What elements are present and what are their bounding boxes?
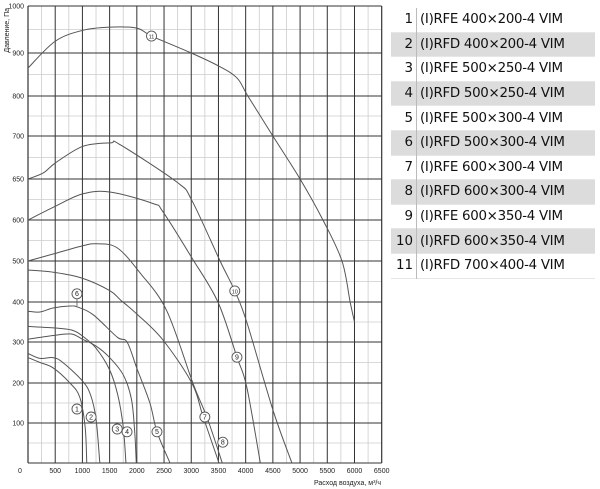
curve-marker-6: 6 [71, 288, 83, 306]
x-tick-label: 0 [18, 468, 22, 475]
svg-text:3: 3 [115, 426, 119, 433]
curve-marker-2: 2 [85, 411, 97, 423]
legend-row: 6 (I)RFD 500×300-4 VIM [391, 130, 595, 156]
x-tick-label: 500 [49, 468, 61, 475]
y-tick-label: 1000 [8, 4, 24, 11]
y-tick-label: 900 [12, 51, 24, 58]
x-tick-label: 2500 [156, 468, 172, 475]
svg-text:6: 6 [75, 291, 79, 298]
x-tick-label: 6000 [347, 468, 363, 475]
svg-text:7: 7 [203, 414, 207, 421]
y-tick-label: 500 [12, 259, 24, 266]
curve-2 [27, 353, 101, 464]
grid [27, 5, 383, 464]
svg-text:8: 8 [221, 440, 225, 447]
legend-row: 1 (I)RFE 400×200-4 VIM [391, 8, 595, 33]
legend-row: 10 (I)RFD 600×350-4 VIM [391, 228, 595, 254]
legend-model-name: (I)RFE 600×300-4 VIM [420, 159, 563, 175]
y-axis-label: Давление, Па [4, 8, 11, 53]
legend-number: 9 [391, 204, 417, 229]
curve-markers: 1 2 3 4 5 6 7 8 9 10 11 [71, 30, 243, 448]
legend-model-name: (I)RFD 400×200-4 VIM [420, 36, 565, 52]
legend-model-name: (I)RFD 700×400-4 VIM [420, 258, 565, 274]
legend-number: 10 [391, 228, 417, 254]
legend-table: 1 (I)RFE 400×200-4 VIM 2 (I)RFD 400×200-4 V… [391, 8, 595, 279]
x-tick-label: 2000 [129, 468, 145, 475]
x-tick-label: 4000 [238, 468, 254, 475]
x-tick-label: 6500 [374, 468, 390, 475]
legend-row: 9 (I)RFE 600×350-4 VIM [391, 204, 595, 229]
y-tick-label: 300 [12, 340, 24, 347]
legend-row: 2 (I)RFD 400×200-4 VIM [391, 32, 595, 57]
svg-text:5: 5 [155, 429, 159, 436]
y-tick-label: 800 [12, 94, 24, 101]
legend-row: 5 (I)RFE 500×300-4 VIM [391, 105, 595, 131]
curve-marker-4: 4 [121, 426, 133, 438]
curve-marker-1: 1 [71, 403, 83, 415]
legend-model-name: (I)RFD 600×350-4 VIM [420, 233, 565, 249]
legend-row: 3 (I)RFE 500×250-4 VIM [391, 56, 595, 82]
svg-text:1: 1 [75, 406, 79, 413]
legend-number: 4 [391, 81, 417, 106]
x-tick-label: 3500 [211, 468, 227, 475]
svg-text:2: 2 [89, 414, 93, 421]
curve-marker-10: 10 [229, 285, 241, 297]
legend-number: 3 [391, 56, 417, 82]
svg-text:4: 4 [125, 429, 129, 436]
x-tick-label: 5000 [292, 468, 308, 475]
curve-1 [27, 357, 88, 464]
curve-marker-9: 9 [231, 351, 243, 363]
legend-model-name: (I)RFE 400×200-4 VIM [420, 12, 563, 28]
curve-4 [27, 333, 137, 464]
legend-row: 4 (I)RFD 500×250-4 VIM [391, 81, 595, 106]
curve-marker-5: 5 [151, 426, 163, 438]
x-tick-label: 1500 [102, 468, 118, 475]
legend-model-name: (I)RFE 500×250-4 VIM [420, 61, 563, 77]
legend-row: 7 (I)RFE 600×300-4 VIM [391, 155, 595, 180]
curve-5/6 [27, 305, 171, 464]
y-tick-label: 400 [12, 300, 24, 307]
legend-model-name: (I)RFD 500×250-4 VIM [420, 86, 565, 102]
legend-number: 1 [391, 8, 417, 33]
curve-7 [27, 269, 220, 464]
legend-number: 6 [391, 130, 417, 156]
legend-row: 8 (I)RFD 600×300-4 VIM [391, 179, 595, 205]
curve-8 [27, 243, 223, 464]
legend-model-name: (I)RFE 600×350-4 VIM [420, 209, 563, 225]
curve-marker-11: 11 [146, 30, 157, 42]
y-tick-label: 200 [12, 381, 24, 388]
x-axis-label: Расход воздуха, м³/ч [314, 480, 381, 487]
legend-model-name: (I)RFD 600×300-4 VIM [420, 184, 565, 200]
legend-number: 2 [391, 32, 417, 57]
legend-model-name: (I)RFD 500×300-4 VIM [420, 135, 565, 151]
legend-number: 5 [391, 105, 417, 131]
svg-text:9: 9 [235, 355, 239, 362]
x-tick-label: 3000 [183, 468, 199, 475]
curve-marker-8: 8 [217, 436, 229, 448]
x-tick-label: 4500 [265, 468, 281, 475]
y-tick-label: 650 [12, 177, 24, 184]
x-tick-label: 1000 [75, 468, 91, 475]
y-tick-label: 700 [12, 134, 24, 141]
curve-marker-3: 3 [111, 423, 123, 435]
tick-labels: 0 500 1000 1500 2000 2500 3000 3500 4000 4500 5000… [8, 4, 389, 476]
legend-number: 11 [391, 253, 417, 279]
legend-number: 8 [391, 179, 417, 205]
x-tick-label: 5500 [319, 468, 335, 475]
curve-11 [27, 26, 355, 323]
svg-text:10: 10 [232, 289, 238, 295]
legend-number: 7 [391, 155, 417, 180]
curve-marker-7: 7 [199, 411, 211, 423]
fan-performance-chart: 1 2 3 4 5 6 7 8 9 10 11 0 500 1000 1500 2000 2500 3000 35… [4, 4, 390, 488]
y-tick-label: 100 [12, 421, 24, 428]
legend-model-name: (I)RFE 500×300-4 VIM [420, 110, 563, 126]
svg-text:11: 11 [149, 34, 155, 40]
curve-3 [27, 325, 127, 464]
y-tick-label: 600 [12, 218, 24, 225]
curve-9 [27, 190, 261, 464]
curve-10 [27, 140, 293, 464]
curves [27, 26, 355, 464]
legend-row: 11 (I)RFD 700×400-4 VIM [391, 253, 595, 279]
